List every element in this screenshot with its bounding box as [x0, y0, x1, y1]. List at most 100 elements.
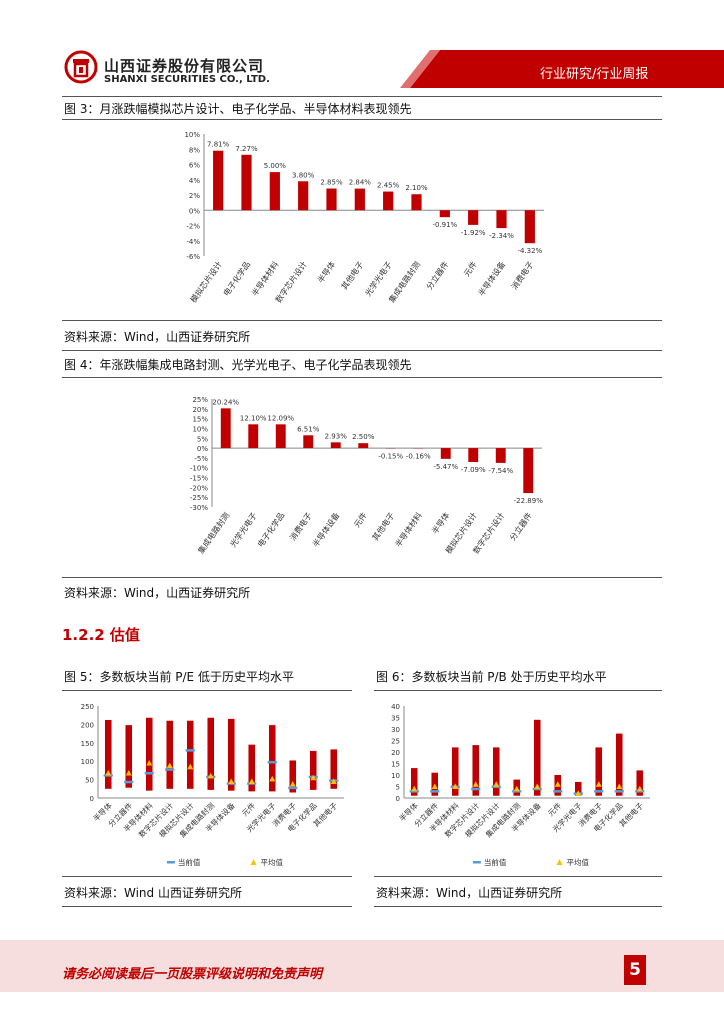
x-tick-label: 模拟芯片设计 — [188, 259, 224, 304]
y-tick-label: 40 — [391, 703, 400, 711]
divider — [62, 690, 352, 691]
range-bar — [410, 768, 418, 796]
data-label: -0.15% — [378, 452, 403, 460]
data-label: -0.91% — [432, 221, 457, 229]
data-label: 2.10% — [405, 184, 428, 192]
y-tick-label: 0 — [396, 795, 400, 803]
current-value-marker — [124, 780, 134, 784]
y-tick-label: 15 — [391, 761, 400, 769]
current-value-marker — [614, 790, 624, 793]
x-tick-label: 元件 — [239, 800, 257, 818]
bar — [330, 442, 341, 449]
average-value-marker — [595, 781, 602, 787]
figure-caption-6: 图 6：多数板块当前 P/B 处于历史平均水平 — [376, 670, 607, 684]
divider — [374, 690, 662, 691]
y-tick-label: 50 — [85, 777, 94, 785]
legend-current-label: 当前值 — [178, 857, 201, 867]
divider — [62, 906, 352, 907]
y-tick-label: 2% — [189, 192, 200, 200]
data-label: -1.92% — [461, 229, 486, 237]
range-bar — [248, 744, 256, 792]
figure-source-6: 资料来源：Wind，山西证券研究所 — [376, 886, 563, 900]
range-bar — [145, 717, 153, 791]
average-value-marker — [534, 783, 541, 789]
current-value-marker — [185, 749, 195, 752]
x-tick-label: 半导体设备 — [476, 259, 507, 298]
y-tick-label: 10 — [391, 772, 400, 780]
y-tick-label: -25% — [190, 494, 208, 502]
x-tick-label: 消费电子 — [509, 259, 536, 291]
bar — [439, 210, 450, 218]
bar — [358, 443, 369, 449]
range-bar — [289, 760, 297, 793]
range-bar — [533, 719, 541, 796]
range-bar — [451, 747, 459, 796]
divider — [62, 320, 662, 321]
range-bar — [268, 725, 276, 792]
divider — [374, 876, 662, 877]
range-bar — [309, 750, 317, 790]
company-name-cn: 山西证券股份有限公司 — [104, 57, 265, 75]
bar — [269, 172, 280, 211]
figure-caption-3: 图 3：月涨跌幅模拟芯片设计、电子化学品、半导体材料表现领先 — [64, 102, 412, 116]
data-label: 7.27% — [235, 145, 258, 153]
divider — [62, 577, 662, 578]
y-tick-label: -20% — [190, 484, 208, 492]
bar — [524, 210, 535, 244]
x-tick-label: 半导体设备 — [310, 510, 341, 549]
legend-average-label: 平均值 — [261, 857, 284, 867]
current-value-marker — [594, 790, 604, 793]
average-value-marker — [310, 774, 317, 781]
legend-average-marker — [250, 859, 257, 865]
figure-caption-5: 图 5：多数板块当前 P/E 低于历史平均水平 — [64, 670, 294, 684]
y-tick-label: 5 — [396, 784, 400, 792]
data-label: -22.89% — [514, 497, 544, 505]
average-value-marker — [472, 781, 479, 787]
average-value-marker — [125, 769, 132, 776]
y-tick-label: 20 — [391, 749, 400, 757]
current-value-marker — [144, 771, 154, 775]
x-tick-label: 元件 — [461, 259, 478, 278]
data-label: -4.32% — [517, 247, 542, 255]
y-tick-label: 6% — [189, 162, 200, 170]
data-label: -7.09% — [461, 466, 486, 474]
figure-source-3: 资料来源：Wind，山西证券研究所 — [64, 330, 251, 344]
company-logo-icon — [64, 50, 98, 84]
data-label: 20.24% — [212, 398, 239, 406]
average-value-marker — [575, 790, 582, 796]
y-tick-label: -6% — [186, 253, 200, 261]
range-bar — [636, 770, 644, 796]
divider — [62, 96, 662, 97]
average-value-marker — [554, 781, 561, 787]
x-tick-label: 半导体材料 — [393, 510, 424, 549]
y-tick-label: 5% — [197, 435, 208, 443]
x-tick-label: 半导体 — [429, 510, 451, 535]
bar — [298, 181, 309, 211]
range-bar — [574, 781, 582, 796]
y-tick-label: 0 — [90, 795, 94, 803]
x-tick-label: 元件 — [352, 510, 369, 529]
data-label: 2.45% — [377, 182, 400, 190]
data-label: 3.80% — [292, 171, 315, 179]
data-label: 6.51% — [297, 425, 320, 433]
data-label: 2.84% — [349, 179, 372, 187]
y-tick-label: 100 — [81, 758, 94, 766]
x-tick-label: 消费电子 — [287, 510, 314, 542]
average-value-marker — [452, 783, 459, 789]
average-value-marker — [105, 769, 112, 776]
bar — [354, 188, 365, 211]
bar — [303, 435, 314, 449]
current-value-marker — [288, 786, 298, 790]
legend-average-marker — [556, 859, 563, 865]
range-bar — [207, 717, 215, 790]
x-tick-label: 元件 — [545, 800, 563, 818]
y-tick-label: 0% — [189, 207, 200, 215]
figure-caption-4: 图 4：年涨跌幅集成电路封测、光学光电子、电子化学品表现领先 — [64, 358, 412, 372]
range-bar — [472, 745, 480, 796]
x-tick-label: 电子化学品 — [221, 259, 252, 298]
chart-monthly-change: 10% 8% 6% 4% 2% 0% -2% -4% -6% 7.81% 模拟芯片设计 7.27% 电子… — [184, 131, 544, 304]
y-tick-label: 150 — [81, 740, 94, 748]
range-bar — [104, 719, 112, 789]
bar — [468, 448, 479, 463]
bar — [523, 448, 534, 494]
